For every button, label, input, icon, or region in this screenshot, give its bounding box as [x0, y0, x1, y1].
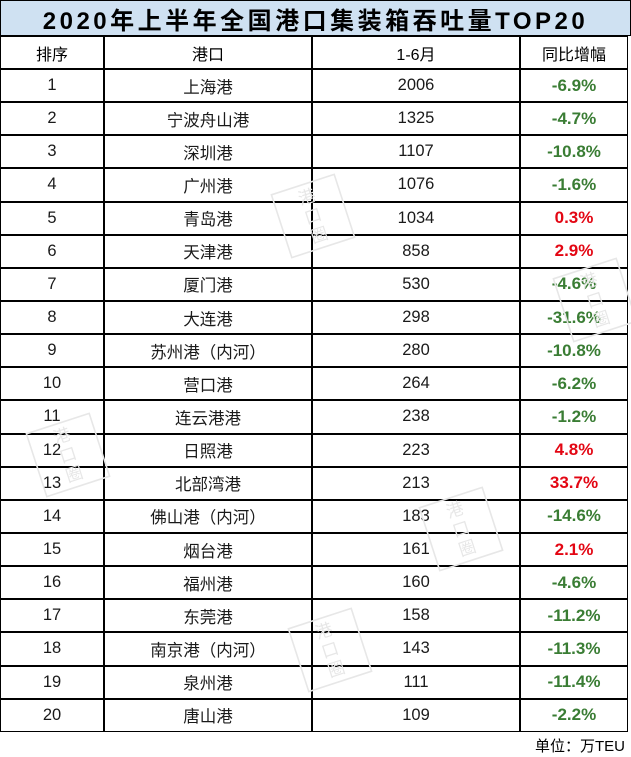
- svg-text:圈: 圈: [63, 463, 85, 486]
- svg-text:圈: 圈: [590, 308, 612, 331]
- svg-text:圈: 圈: [325, 658, 347, 681]
- svg-text:圈: 圈: [456, 537, 478, 560]
- svg-text:圈: 圈: [308, 224, 330, 247]
